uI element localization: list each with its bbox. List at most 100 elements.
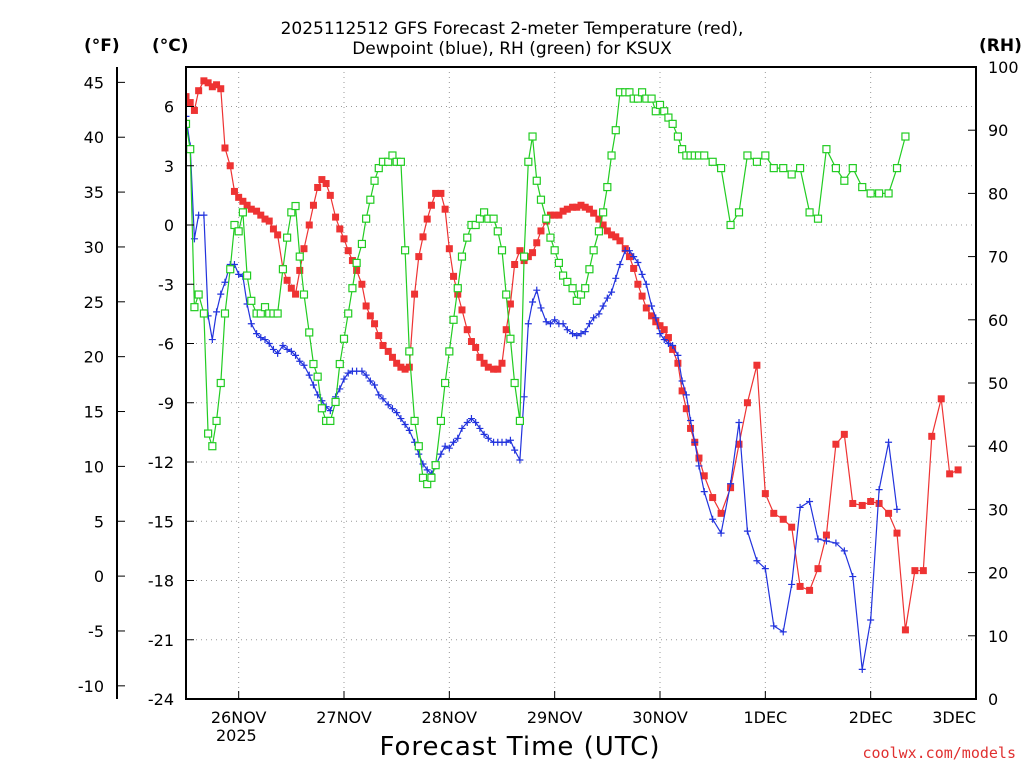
rh-point [234, 227, 243, 236]
y-right-tick-label: 0 [988, 690, 998, 709]
rh-point [554, 258, 563, 268]
rh-point [607, 151, 616, 160]
temperature-point [480, 359, 488, 367]
rh-point [441, 378, 450, 388]
temperature-point [195, 87, 203, 95]
y-right-tick-label: 10 [988, 627, 1008, 646]
temperature-point [239, 197, 247, 205]
rh-point [427, 473, 436, 482]
rh-point [186, 119, 191, 128]
x-tick-label: 29NOV [527, 708, 583, 727]
dewpoint-point [590, 314, 598, 322]
temperature-point [506, 300, 514, 308]
temperature-point [217, 85, 225, 93]
temperature-point [200, 77, 208, 85]
temperature-point [625, 253, 633, 261]
temperature-point [590, 209, 598, 217]
dewpoint-point [467, 415, 475, 423]
temperature-point [336, 225, 344, 233]
rh-point [414, 442, 423, 451]
temperature-point [348, 257, 356, 265]
temperature-point [419, 233, 427, 241]
rh-point [226, 265, 235, 274]
dewpoint-point [727, 480, 735, 488]
rh-point [752, 157, 762, 166]
temperature-point [832, 440, 840, 448]
temperature-point [309, 201, 317, 209]
dewpoint-point [318, 397, 326, 405]
temperature-point [445, 245, 453, 253]
temperature-point [634, 280, 642, 288]
dewpoint-point [563, 326, 571, 334]
dewpoint-point [753, 557, 761, 565]
dewpoint-point [743, 527, 751, 535]
dewpoint-point [648, 302, 656, 310]
temperature-point [630, 264, 638, 272]
temperature-point [388, 353, 396, 361]
dewpoint-point [546, 320, 554, 328]
dewpoint-point [542, 318, 550, 326]
rh-point [572, 296, 581, 305]
rh-point [374, 164, 383, 173]
temperature-point [875, 499, 883, 507]
temperature-point [358, 280, 366, 288]
rh-point [734, 208, 744, 217]
temperature-point [599, 221, 607, 229]
temperature-point [318, 176, 326, 184]
rh-point [423, 480, 432, 489]
y-left-f-tick-label: 5 [94, 512, 104, 531]
rh-point [599, 208, 608, 217]
dewpoint-point [506, 436, 514, 444]
temperature-point [727, 484, 735, 492]
temperature-point [204, 79, 212, 87]
temperature-point [366, 312, 374, 320]
dewpoint-point [761, 565, 769, 573]
dewpoint-point [340, 375, 348, 383]
rh-point [581, 284, 590, 293]
rh-point [761, 151, 770, 160]
rh-point [463, 233, 472, 242]
rh-point [497, 246, 507, 255]
temperature-point [247, 205, 255, 213]
y-right-tick-label: 20 [988, 564, 1008, 583]
temperature-point [822, 531, 830, 539]
dewpoint-point [401, 420, 409, 428]
temperature-point [437, 189, 445, 197]
rh-point [795, 164, 805, 173]
temperature-point [563, 205, 571, 213]
temperature-point [555, 211, 563, 219]
dewpoint-point [858, 665, 866, 673]
rh-point [805, 208, 814, 217]
temperature-point [362, 302, 370, 310]
rh-point [199, 309, 209, 318]
y-left-c-tick-label: 0 [164, 216, 174, 235]
series-0 [186, 77, 962, 634]
rh-point [779, 164, 788, 173]
rh-point [502, 290, 511, 299]
temperature-point [450, 272, 458, 280]
temperature-point [669, 345, 677, 353]
series-2 [186, 88, 910, 489]
temperature-point [546, 211, 554, 219]
temperature-point [427, 201, 435, 209]
axes-group: 26NOV 27NOV 28NOV 29NOV 30NOV 1DEC 2DEC 3DEC630… [78, 58, 1019, 727]
temperature-point [498, 359, 506, 367]
rh-point [743, 151, 752, 160]
x-tick-label: 26NOV [211, 708, 267, 727]
dewpoint-point [476, 424, 484, 432]
temperature-point [559, 207, 567, 215]
dewpoint-point [660, 336, 668, 344]
dewpoint-point [274, 349, 282, 357]
rh-point [664, 113, 673, 122]
temperature-point [524, 253, 532, 261]
rh-point [563, 277, 572, 286]
temperature-point [533, 239, 541, 247]
temperature-point [384, 347, 392, 355]
dewpoint-point [695, 462, 703, 470]
credit-link[interactable]: coolwx.com/models [862, 744, 1016, 762]
dewpoint-point [687, 417, 695, 425]
dewpoint-point [208, 336, 216, 344]
dewpoint-point [484, 434, 492, 442]
rh-point [208, 442, 217, 451]
temperature-point [743, 399, 751, 407]
